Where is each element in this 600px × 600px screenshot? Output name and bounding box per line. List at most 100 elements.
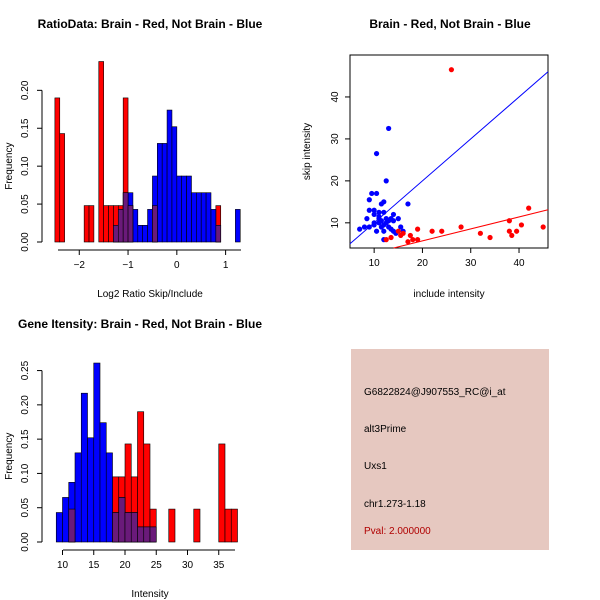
- bar-overlap-2-1: [112, 512, 120, 543]
- bar-not-brain-0-4: [132, 209, 139, 243]
- x-axis-label-2: Intensity: [131, 589, 168, 600]
- y-tick-label-2-4: 0.20: [20, 395, 31, 415]
- y-tick-label-0-2: 0.10: [20, 156, 31, 176]
- point-brain-6: [405, 239, 411, 245]
- bar-brain-2-9: [193, 508, 201, 543]
- y-axis-label-2: Frequency: [4, 433, 15, 480]
- p-value: Pval: 2.000000: [364, 526, 431, 537]
- point-brain-18: [509, 232, 515, 239]
- bar-not-brain-0-15: [186, 175, 192, 243]
- x-tick-label-0-3: 1: [223, 260, 229, 271]
- bar-not-brain-0-13: [176, 175, 183, 243]
- gene-name: Uxs1: [364, 461, 387, 472]
- line-fit: [393, 209, 549, 249]
- y-tick-label-1-0: 10: [330, 217, 341, 229]
- bar-not-brain-0-19: [205, 192, 212, 243]
- bar-not-brain-0-6: [142, 225, 148, 243]
- point-brain-9: [415, 226, 421, 232]
- chart-title-2: Gene Itensity: Brain - Red, Not Brain - …: [18, 317, 262, 331]
- bar-not-brain-2-4: [80, 392, 88, 543]
- point-not-brain-36: [388, 226, 394, 232]
- bar-not-brain-0-5: [137, 225, 143, 243]
- point-not-brain-14: [381, 199, 387, 205]
- bar-not-brain-2-6: [93, 362, 101, 543]
- x-axis-label-0: Log2 Ratio Skip/Include: [97, 289, 203, 300]
- y-tick-label-0-4: 0.20: [20, 80, 31, 100]
- point-not-brain-33: [378, 218, 384, 224]
- bar-not-brain-2-1: [62, 497, 70, 543]
- y-tick-label-1-2: 30: [330, 133, 341, 145]
- y-tick-label-0-3: 0.15: [20, 118, 31, 138]
- event-type: alt3Prime: [364, 424, 407, 435]
- point-not-brain-32: [376, 213, 382, 220]
- y-axis-label-1: skip intensity: [302, 123, 313, 180]
- gene-location: chr1.273-1.18: [364, 499, 426, 510]
- bar-brain-0-6: [108, 205, 114, 243]
- point-brain-3: [395, 228, 401, 234]
- x-tick-label-1-2: 30: [465, 258, 477, 269]
- point-brain-20: [518, 222, 525, 228]
- plot-frame-1: [349, 54, 549, 249]
- point-brain-11: [429, 228, 435, 234]
- point-brain-1: [383, 237, 389, 243]
- point-not-brain-13: [381, 209, 387, 215]
- bar-brain-2-10: [218, 443, 226, 543]
- point-brain-22: [540, 224, 546, 230]
- y-tick-label-2-5: 0.25: [20, 360, 31, 380]
- bar-overlap-0-9: [122, 192, 129, 243]
- chart-title-0: RatioData: Brain - Red, Not Brain - Blue: [38, 17, 263, 31]
- bar-overlap-2-5: [137, 526, 145, 543]
- bar-not-brain-2-3: [74, 452, 82, 543]
- point-not-brain-15: [381, 228, 387, 234]
- point-not-brain-8: [373, 150, 380, 157]
- y-tick-label-2-2: 0.10: [20, 463, 31, 483]
- bar-not-brain-2-7: [99, 422, 107, 543]
- point-not-brain-25: [395, 216, 401, 222]
- point-not-brain-28: [405, 201, 411, 207]
- point-brain-10: [415, 237, 421, 243]
- bar-brain-0-5: [103, 205, 109, 243]
- line-diagonal: [349, 71, 549, 245]
- bar-brain-2-8: [168, 508, 176, 543]
- bar-overlap-0-11: [152, 205, 158, 243]
- y-tick-label-2-3: 0.15: [20, 429, 31, 449]
- bar-overlap-2-6: [143, 526, 151, 543]
- point-brain-16: [506, 218, 512, 224]
- point-not-brain-39: [371, 220, 377, 226]
- bar-not-brain-0-20: [210, 209, 217, 243]
- point-not-brain-22: [390, 211, 397, 218]
- point-brain-19: [514, 228, 520, 234]
- point-brain-12: [439, 228, 445, 234]
- point-not-brain-31: [373, 228, 380, 234]
- x-tick-label-2-2: 20: [119, 560, 131, 571]
- bar-overlap-0-8: [117, 209, 124, 243]
- y-tick-label-1-1: 20: [330, 175, 341, 187]
- x-tick-label-2-0: 10: [57, 560, 69, 571]
- point-not-brain-4: [369, 190, 375, 197]
- point-brain-7: [407, 232, 413, 239]
- bar-not-brain-2-8: [105, 452, 113, 543]
- point-not-brain-1: [364, 216, 370, 222]
- x-axis-label-1: include intensity: [413, 289, 484, 300]
- y-tick-label-2-0: 0.00: [20, 532, 31, 552]
- y-axis-label-0: Frequency: [4, 143, 15, 190]
- point-brain-21: [526, 205, 532, 211]
- x-tick-label-2-3: 25: [151, 560, 163, 571]
- point-not-brain-38: [357, 226, 363, 232]
- point-brain-8: [410, 237, 416, 243]
- x-tick-label-0-2: 0: [174, 260, 180, 271]
- bar-brain-0-4: [98, 61, 104, 243]
- bar-not-brain-0-14: [181, 175, 187, 243]
- bar-overlap-2-3: [124, 512, 132, 543]
- y-tick-label-0-1: 0.05: [20, 194, 31, 214]
- bar-not-brain-0-10: [161, 143, 168, 243]
- point-not-brain-37: [390, 218, 397, 224]
- y-tick-label-1-3: 40: [330, 91, 341, 103]
- x-tick-label-0-1: −1: [122, 260, 134, 271]
- probe-id: G6822824@J907553_RC@i_at: [364, 387, 506, 398]
- bar-not-brain-0-12: [171, 126, 178, 243]
- bar-overlap-2-7: [149, 526, 157, 543]
- x-tick-label-1-0: 10: [369, 258, 381, 269]
- point-not-brain-26: [398, 224, 404, 230]
